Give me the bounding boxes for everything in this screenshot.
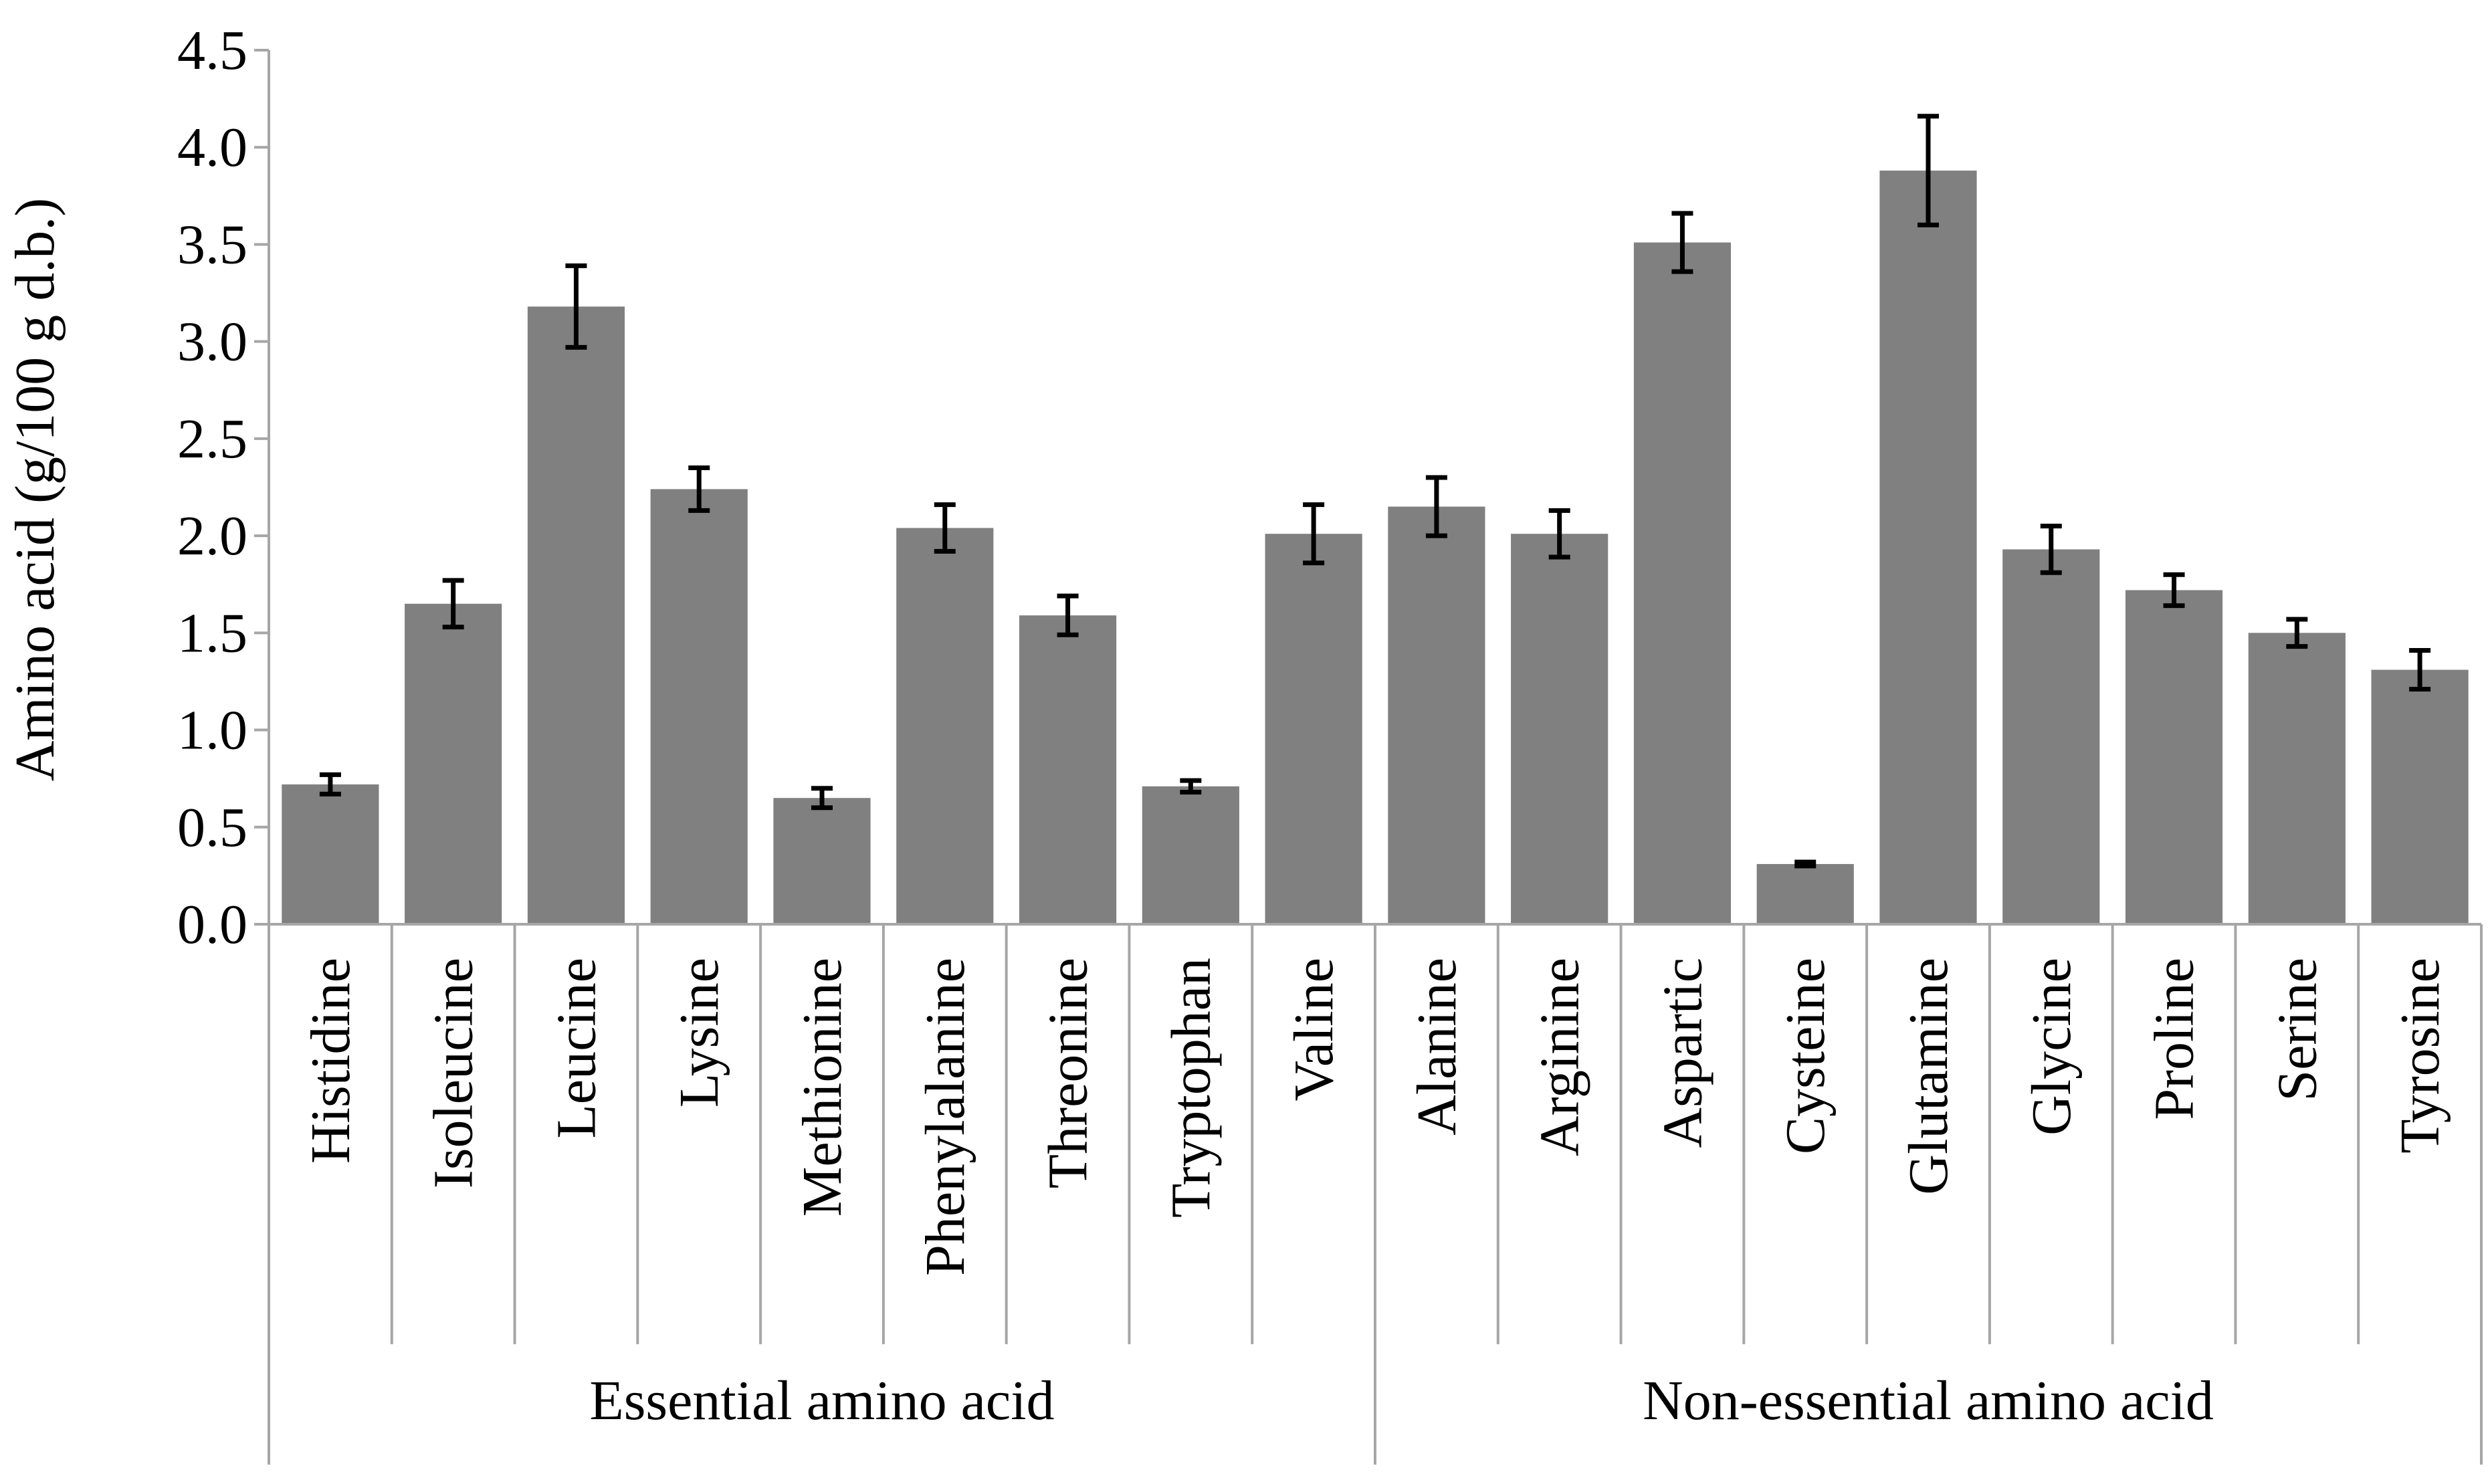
category-label: Tryptophan — [1160, 958, 1222, 1218]
y-tick-label: 4.5 — [177, 19, 247, 82]
bar — [1633, 242, 1732, 924]
category-label: Aspartic — [1651, 958, 1714, 1148]
category-label: Alanine — [1406, 958, 1468, 1136]
category-label: Isoleucine — [423, 958, 485, 1188]
x-axis-category-labels: Histidine Isoleucine Leucine Lysine Methioni… — [300, 958, 2451, 1276]
bar — [282, 784, 379, 924]
category-label: Methionine — [791, 958, 853, 1216]
category-label: Lysine — [668, 958, 730, 1107]
bar — [1142, 786, 1239, 924]
y-tick-label: 0.5 — [177, 797, 247, 859]
bar — [527, 306, 625, 924]
y-tick-label: 2.0 — [177, 505, 247, 567]
bar — [2125, 590, 2223, 924]
category-label: Tyrosine — [2389, 958, 2451, 1154]
category-label: Cysteine — [1774, 958, 1837, 1154]
category-label: Glycine — [2020, 958, 2083, 1136]
bar — [2002, 549, 2100, 924]
error-bars — [319, 114, 2431, 869]
category-label: Serine — [2266, 958, 2328, 1101]
bar — [650, 489, 748, 924]
y-tick-label: 1.5 — [177, 602, 247, 664]
category-label: Threonine — [1037, 958, 1100, 1188]
group-label: Essential amino acid — [589, 1370, 1054, 1432]
bar — [1019, 615, 1117, 924]
category-label: Proline — [2144, 958, 2206, 1120]
x-axis-group-labels: Essential amino acid Non-essential amino … — [589, 1370, 2213, 1432]
bars — [282, 171, 2469, 924]
axes — [268, 50, 2483, 1465]
category-label: Valine — [1283, 958, 1345, 1101]
bar — [2248, 633, 2346, 924]
bar — [1756, 863, 1854, 924]
y-tick-label: 3.5 — [177, 213, 247, 276]
category-label: Leucine — [545, 958, 607, 1139]
y-tick-label: 1.0 — [177, 700, 247, 762]
bar — [2371, 669, 2469, 924]
y-tick-label: 2.5 — [177, 408, 247, 470]
category-label: Glutamine — [1897, 958, 1960, 1195]
y-tick-label: 0.0 — [177, 893, 247, 956]
y-axis-title: Amino acid (g/100 g d.b.) — [4, 198, 66, 782]
bar — [1388, 506, 1485, 924]
bar — [773, 798, 871, 924]
bar — [405, 603, 502, 924]
bar — [896, 528, 994, 924]
category-label: Phenylalanine — [914, 958, 976, 1276]
y-tick-label: 4.0 — [177, 116, 247, 179]
bar — [1511, 534, 1609, 924]
category-label: Histidine — [300, 958, 362, 1164]
group-label: Non-essential amino acid — [1643, 1370, 2214, 1432]
bar — [1879, 171, 1977, 924]
bar — [1265, 534, 1362, 924]
category-label: Arginine — [1529, 958, 1591, 1156]
y-axis-ticks: 0.0 0.5 1.0 1.5 2.0 2.5 3.0 3.5 4.0 4.5 — [177, 19, 269, 956]
y-tick-label: 3.0 — [177, 311, 247, 373]
